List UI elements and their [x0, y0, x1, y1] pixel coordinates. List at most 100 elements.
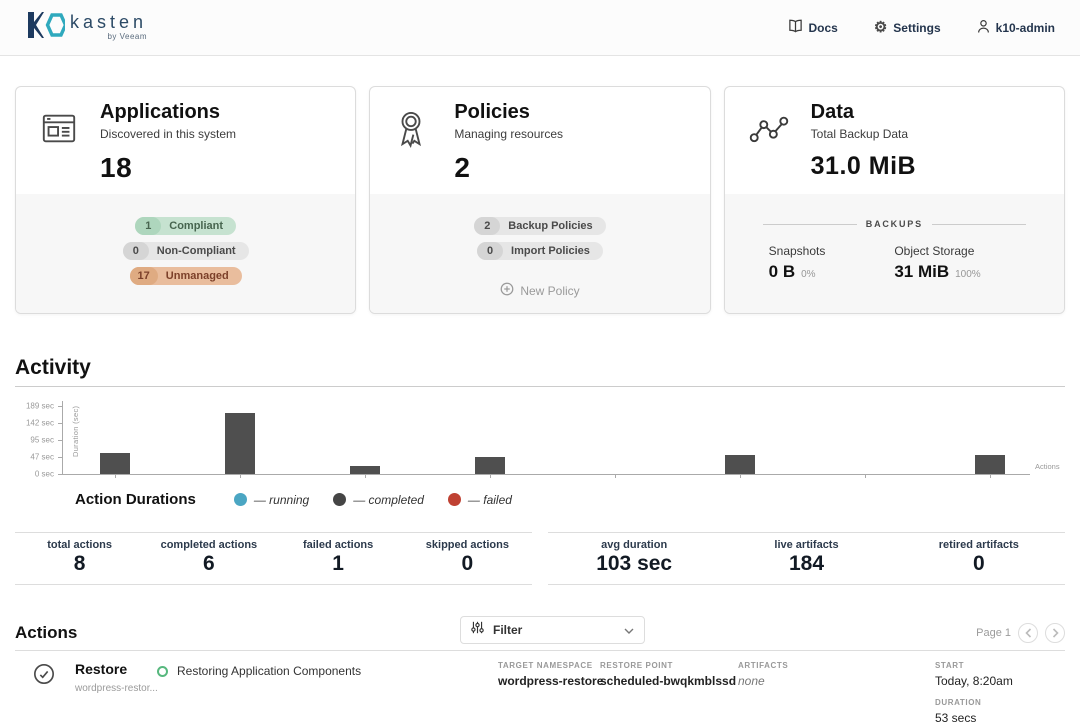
- status-pill[interactable]: 0 Non-Compliant: [122, 242, 249, 260]
- settings-label: Settings: [893, 20, 941, 35]
- applications-title: Applications: [100, 101, 221, 123]
- metric-value: 0 B: [768, 262, 796, 281]
- legend-label: — failed: [467, 492, 512, 507]
- policies-pills: 2 Backup Policies 0 Import Policies: [474, 217, 606, 260]
- status-pill[interactable]: 2 Backup Policies: [474, 217, 606, 235]
- data-count: 31.0 MiB: [810, 152, 917, 180]
- docs-label: Docs: [808, 20, 838, 35]
- user-menu[interactable]: k10-admin: [977, 19, 1055, 36]
- policies-card[interactable]: Policies Managing resources 2 2 Backup Po…: [369, 86, 711, 314]
- stat: total actions 8: [15, 539, 144, 576]
- action-row[interactable]: Restore wordpress-restor... Restoring Ap…: [15, 651, 1065, 723]
- chart-legend: Action Durations — running — completed — f…: [15, 491, 1065, 508]
- docs-link[interactable]: Docs: [788, 19, 838, 36]
- username-label: k10-admin: [995, 20, 1055, 35]
- status-pill[interactable]: 1 Compliant: [135, 217, 237, 235]
- stat-value: 103 sec: [596, 552, 673, 575]
- detail-label: RESTORE POINT: [600, 661, 673, 670]
- legend-label: — running: [253, 492, 310, 507]
- pill-count: 2: [474, 217, 501, 235]
- applications-card[interactable]: Applications Discovered in this system 1…: [15, 86, 357, 314]
- action-type: Restore: [75, 661, 128, 677]
- action-phase: Restoring Application Components: [157, 664, 361, 678]
- stat: skipped actions 0: [403, 539, 532, 576]
- legend-label: — completed: [353, 492, 424, 507]
- actions-list: Restore wordpress-restor... Restoring Ap…: [15, 651, 1065, 723]
- detail-label: TARGET NAMESPACE: [498, 661, 593, 670]
- chart-bar[interactable]: [350, 466, 380, 474]
- data-subtitle: Total Backup Data: [810, 127, 909, 141]
- stat: completed actions 6: [144, 539, 273, 576]
- stat: live artifacts 184: [720, 539, 892, 576]
- legend-item: — completed: [333, 493, 424, 507]
- x-tick: [615, 474, 616, 478]
- stats-group-artifacts: avg duration 103 sec live artifacts 184 reti…: [548, 532, 1065, 585]
- molecule-icon: [749, 113, 789, 194]
- status-pill[interactable]: 17 Unmanaged: [129, 267, 242, 285]
- pill-label: Import Policies: [511, 245, 590, 257]
- y-tick: [58, 422, 62, 424]
- chart-bar[interactable]: [975, 454, 1005, 474]
- legend-dot: [233, 493, 247, 506]
- metric-label: Object Storage: [894, 244, 975, 258]
- applications-pills: 1 Compliant 0 Non-Compliant 17 Unmanaged: [16, 194, 356, 313]
- prev-page-button[interactable]: [1018, 622, 1038, 643]
- action-durations-chart: 189 sec 142 sec 95 sec 47 sec 0 sec Duration …: [15, 397, 1065, 489]
- stat-value: 8: [73, 552, 86, 575]
- y-tick-label: 189 sec: [25, 401, 54, 411]
- chart-bar[interactable]: [475, 457, 505, 474]
- stat-value: 6: [203, 552, 215, 575]
- data-card[interactable]: Data Total Backup Data 31.0 MiB BACKUPS …: [723, 86, 1065, 314]
- page-indicator: Page 1: [976, 626, 1011, 639]
- award-ribbon-icon: [394, 109, 432, 194]
- chart-bar[interactable]: [725, 454, 755, 474]
- pill-label: Non-Compliant: [156, 245, 236, 257]
- kasten-logo[interactable]: kasten by Veeam: [25, 10, 147, 45]
- backups-divider: BACKUPS: [762, 219, 1026, 229]
- start-value: Today, 8:20am: [935, 674, 1013, 688]
- book-icon: [788, 19, 803, 36]
- header-nav: Docs ⚙ Settings k10-admin: [788, 18, 1055, 36]
- x-tick: [240, 474, 241, 478]
- pill-count: 17: [129, 267, 158, 285]
- chart-x-axis: [62, 474, 1030, 475]
- kasten-logo-icon: [25, 10, 68, 45]
- detail-target-namespace: TARGET NAMESPACE wordpress-restore: [498, 661, 603, 688]
- stat-value: 184: [788, 552, 825, 575]
- summary-cards: Applications Discovered in this system 1…: [15, 86, 1065, 314]
- pagination: Page 1: [976, 622, 1065, 643]
- actions-title: Actions: [15, 622, 78, 642]
- pill-count: 0: [477, 242, 504, 260]
- policies-title: Policies: [454, 101, 530, 123]
- pill-count: 0: [122, 242, 149, 260]
- detail-artifacts: ARTIFACTS none: [738, 661, 788, 688]
- stat-value: 0: [461, 552, 474, 575]
- applications-subtitle: Discovered in this system: [100, 127, 237, 141]
- y-tick: [58, 406, 62, 407]
- stat: avg duration 103 sec: [548, 539, 720, 576]
- legend-item: — failed: [447, 492, 512, 507]
- chart-bar[interactable]: [100, 453, 130, 474]
- y-tick: [58, 457, 62, 459]
- y-tick-label: 47 sec: [30, 452, 54, 462]
- stat-label: total actions: [47, 539, 113, 551]
- activity-title: Activity: [15, 356, 1065, 387]
- activity-section: Activity 189 sec 142 sec 95 sec 47 sec 0 sec…: [15, 356, 1065, 585]
- y-tick-label: 0 sec: [34, 469, 54, 479]
- x-tick: [365, 474, 366, 478]
- detail-value: none: [738, 674, 765, 688]
- next-page-button[interactable]: [1045, 622, 1065, 643]
- settings-link[interactable]: ⚙ Settings: [873, 18, 941, 36]
- new-policy-button[interactable]: New Policy: [500, 282, 580, 299]
- detail-restore-point: RESTORE POINT scheduled-bwqkmblssd: [600, 661, 736, 688]
- legend-item: — running: [233, 492, 310, 507]
- gear-icon: ⚙: [873, 18, 888, 36]
- chart-bar[interactable]: [225, 412, 255, 474]
- pill-count: 1: [135, 217, 162, 235]
- status-pill[interactable]: 0 Import Policies: [477, 242, 603, 260]
- filter-dropdown[interactable]: Filter: [460, 616, 645, 644]
- app-header: kasten by Veeam Docs ⚙ Settings: [0, 0, 1080, 56]
- backups-label: BACKUPS: [865, 219, 923, 229]
- user-icon: [977, 19, 990, 36]
- pill-label: Unmanaged: [165, 270, 229, 282]
